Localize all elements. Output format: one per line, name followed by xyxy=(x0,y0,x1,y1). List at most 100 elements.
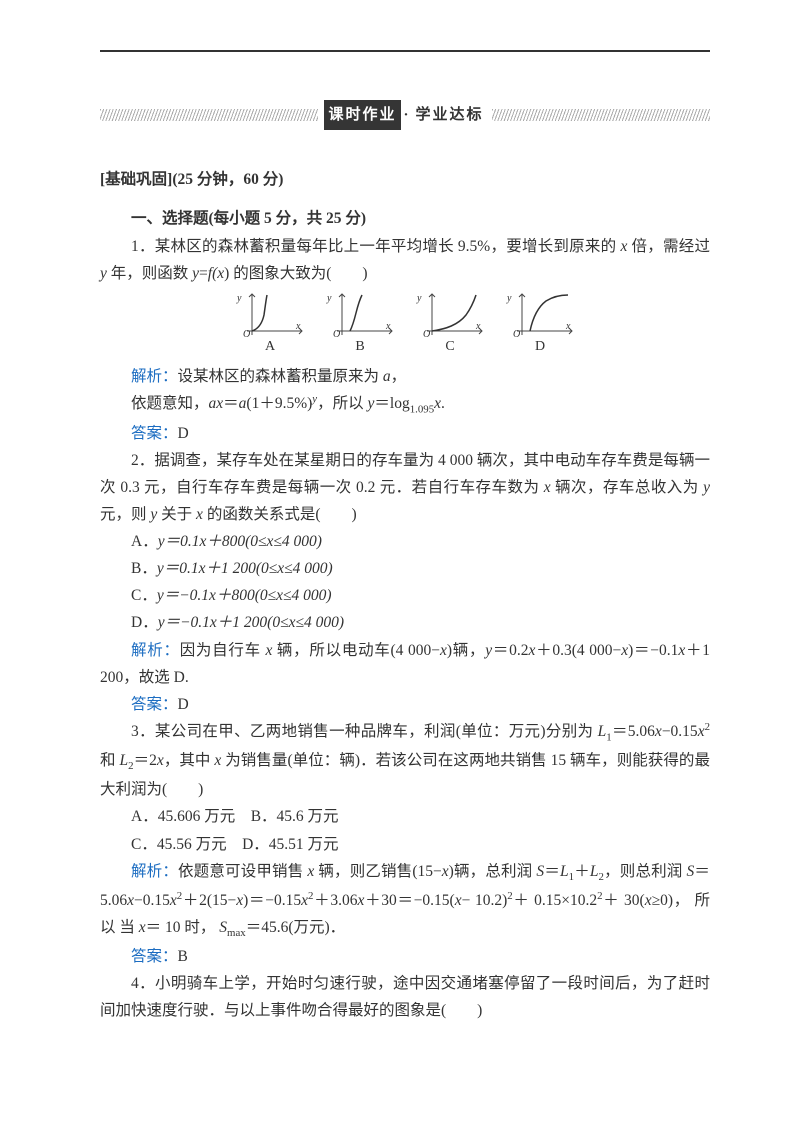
banner-middle: 课时作业 · 学业达标 xyxy=(324,100,485,130)
hatch-right xyxy=(492,109,710,121)
q2-t2: 辆次，存车总收入为 xyxy=(551,479,703,496)
q2-ana1: 因为自行车 xyxy=(180,642,266,659)
q3x12: x xyxy=(645,892,652,909)
q3S1: S xyxy=(536,863,544,880)
hatch-left xyxy=(100,109,318,121)
q3-L1: L xyxy=(598,723,607,740)
q1-analysis-2: 依题意知，ax＝a(1＋9.5%)y，所以 y＝log1.095x. xyxy=(100,390,710,419)
q3-answer-line: 答案：B xyxy=(100,943,710,970)
q1-answer: D xyxy=(178,425,189,442)
chart-a-label: A xyxy=(265,335,275,360)
chart-a: y x O A xyxy=(234,291,306,360)
q3-x1: x xyxy=(655,723,662,740)
q2-optD-b: y＝−0.1x＋1 200(0≤x≤4 000) xyxy=(158,614,344,631)
chart-d: y x O D xyxy=(504,291,576,360)
q2-analysis: 解析：因为自行车 x 辆，所以电动车(4 000−x)辆，y＝0.2x＋0.3(… xyxy=(100,637,710,691)
q1-answer-line: 答案：D xyxy=(100,420,710,447)
q3x13: x xyxy=(139,919,146,936)
q1-analysis-label: 解析： xyxy=(131,368,178,385)
q2-ana2: 辆，所以电动车(4 000− xyxy=(272,642,440,659)
chart-a-svg: y x O xyxy=(234,291,306,337)
q3a: 依题意可设甲销售 xyxy=(178,863,307,880)
q1-ana-1: 设某林区的森林蓄积量原来为 xyxy=(178,368,383,385)
q2-optC-b: y＝−0.1x＋800(0≤x≤4 000) xyxy=(157,587,332,604)
q2-ana3: )辆， xyxy=(447,642,485,659)
q3g: −0.15 xyxy=(134,892,170,909)
q3q: ＝45.6(万元)． xyxy=(246,919,345,936)
chart-b-o: O xyxy=(333,329,340,337)
q2-optA: A．y＝0.1x＋800(0≤x≤4 000) xyxy=(100,528,710,555)
q2-optB: B．y＝0.1x＋1 200(0≤x≤4 000) xyxy=(100,555,710,582)
chart-c-label: C xyxy=(445,335,454,360)
q1-answer-label: 答案： xyxy=(131,425,178,442)
chart-c: y x O C xyxy=(414,291,486,360)
q3-L2: L xyxy=(119,752,128,769)
q3Smax: S xyxy=(219,919,227,936)
section-title-prefix: [基础巩固] xyxy=(100,171,172,188)
q1-d: = xyxy=(199,265,208,282)
q2-answer: D xyxy=(178,696,189,713)
q3-eq1: ＝5.06 xyxy=(612,723,655,740)
q3x9: x xyxy=(301,892,308,909)
chart-d-svg: y x O xyxy=(504,291,576,337)
q2-y1: y xyxy=(703,479,710,496)
chart-a-o: O xyxy=(243,329,250,337)
q3-optB: B．45.6 万元 xyxy=(251,808,339,825)
q2-optB-b: y＝0.1x＋1 200(0≤x≤4 000) xyxy=(157,560,333,577)
banner-dot: · xyxy=(404,102,411,128)
q2-optC: C．y＝−0.1x＋800(0≤x≤4 000) xyxy=(100,582,710,609)
chart-b-xlabel: x xyxy=(385,321,391,332)
q1-charts: y x O A y x O B xyxy=(100,291,710,360)
q3-and: 和 xyxy=(100,752,119,769)
q3x6: x xyxy=(127,892,134,909)
q1-l2b: ax xyxy=(209,396,224,413)
chart-c-xlabel: x xyxy=(475,321,481,332)
q1-text: 1．某林区的森林蓄积量每年比上一年平均增长 9.5%，要增长到原来的 x 倍，需… xyxy=(100,233,710,287)
q2-ana5: ＋0.3(4 000− xyxy=(535,642,621,659)
q1-e: f( xyxy=(208,265,217,282)
q2-t3: 元，则 xyxy=(100,506,150,523)
q3-optA: A．45.606 万元 xyxy=(131,808,235,825)
q3x5: x xyxy=(442,863,449,880)
q3k: ＋30＝−0.15( xyxy=(364,892,454,909)
q1-l2j: . xyxy=(441,396,445,413)
q3-answer: B xyxy=(178,948,188,965)
section-title: [基础巩固](25 分钟，60 分) xyxy=(100,166,710,193)
q2-t5: 的函数关系式是( ) xyxy=(203,506,357,523)
chart-c-o: O xyxy=(423,329,430,337)
chart-c-ylabel: y xyxy=(416,293,422,304)
chart-d-label: D xyxy=(535,335,545,360)
q1-l2a: 依题意知， xyxy=(131,396,209,413)
q2-text: 2．据调查，某存车处在某星期日的存车量为 4 000 辆次，其中电动车存车费是每… xyxy=(100,447,710,528)
q2-optB-l: B． xyxy=(131,560,157,577)
q1-ana-2: ， xyxy=(391,368,407,385)
q3-optC: C．45.56 万元 xyxy=(131,836,227,853)
q3-tb: ，其中 xyxy=(164,752,215,769)
q3l: − 10.2) xyxy=(462,892,508,909)
q1-l2h: ＝log xyxy=(374,396,409,413)
q3-x2: x xyxy=(157,752,164,769)
q2-optA-b: y＝0.1x＋800(0≤x≤4 000) xyxy=(158,533,322,550)
q3i: )＝−0.15 xyxy=(243,892,301,909)
q3L1b: L xyxy=(560,863,569,880)
banner-word1: 课时作业 xyxy=(324,100,400,130)
q1-y: y xyxy=(100,265,107,282)
q1-l2i: x xyxy=(434,396,441,413)
q2-answer-label: 答案： xyxy=(131,696,178,713)
q3-xsq: x xyxy=(698,723,705,740)
q3x7: x xyxy=(170,892,177,909)
q2-anax2: x xyxy=(440,642,447,659)
q3c: )辆，总利润 xyxy=(449,863,537,880)
q2-x2: x xyxy=(196,506,203,523)
chart-b-ylabel: y xyxy=(326,293,332,304)
q3x11: x xyxy=(455,892,462,909)
section-title-rest: (25 分钟，60 分) xyxy=(172,171,283,188)
q3-minus: −0.15 xyxy=(662,723,698,740)
chart-b: y x O B xyxy=(324,291,396,360)
chart-d-ylabel: y xyxy=(506,293,512,304)
q2-optA-l: A． xyxy=(131,533,158,550)
chart-b-label: B xyxy=(355,335,364,360)
heading-1: 一、选择题(每小题 5 分，共 25 分) xyxy=(100,205,710,232)
q3-text: 3．某公司在甲、乙两地销售一种品牌车，利润(单位：万元)分别为 L1＝5.06x… xyxy=(100,718,710,803)
q3h: ＋2(15− xyxy=(182,892,236,909)
